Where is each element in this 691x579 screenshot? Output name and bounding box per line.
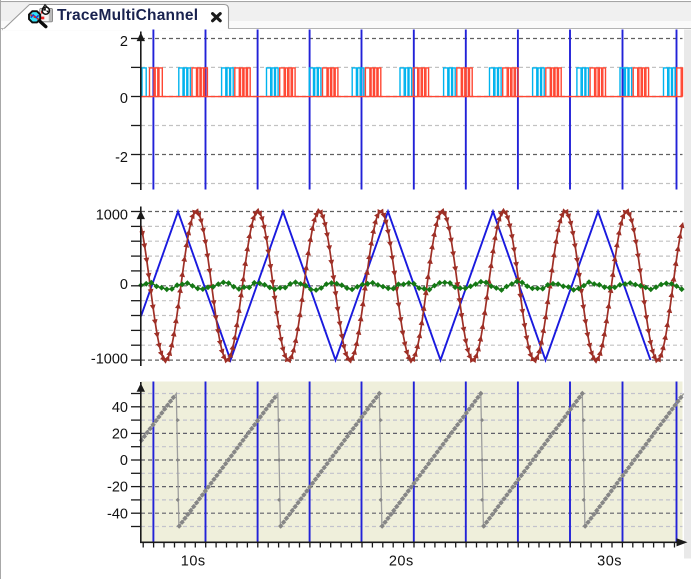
- svg-text:TraceMultiChannel: TraceMultiChannel: [57, 7, 198, 24]
- svg-text:-20: -20: [107, 480, 128, 496]
- svg-text:2: 2: [120, 34, 128, 50]
- svg-text:0: 0: [120, 91, 128, 107]
- svg-text:20: 20: [112, 427, 128, 443]
- svg-text:40: 40: [112, 400, 128, 416]
- svg-text:10s: 10s: [181, 554, 206, 570]
- svg-text:0: 0: [120, 453, 128, 469]
- svg-text:30s: 30s: [597, 554, 622, 570]
- svg-text:20s: 20s: [389, 554, 414, 570]
- svg-text:0: 0: [120, 277, 128, 293]
- svg-text:-1000: -1000: [91, 352, 128, 368]
- svg-text:-40: -40: [107, 506, 128, 522]
- svg-text:1000: 1000: [96, 208, 128, 224]
- svg-text:-2: -2: [115, 150, 128, 166]
